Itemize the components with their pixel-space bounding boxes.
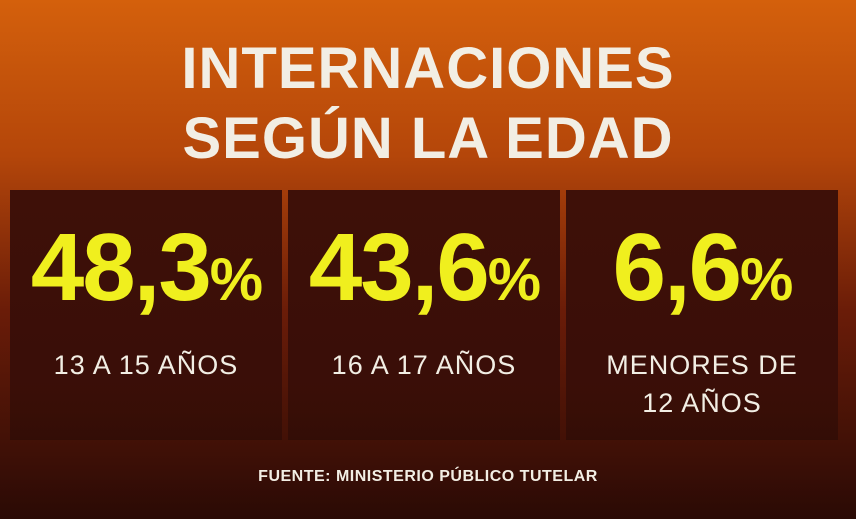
stat-unit: %	[487, 246, 541, 313]
source: FUENTE: MINISTERIO PÚBLICO TUTELAR	[258, 468, 598, 485]
stat-panel: 6,6% MENORES DE 12 AÑOS	[566, 190, 838, 440]
stat-value: 43,6%	[288, 218, 560, 346]
stat-panels: 48,3% 13 A 15 AÑOS 43,6% 16 A 17 AÑOS 6,6% ME…	[10, 190, 838, 440]
stat-panel: 43,6% 16 A 17 AÑOS	[288, 190, 560, 440]
stat-label: 16 A 17 AÑOS	[331, 350, 517, 380]
stat-number: 48,3	[30, 214, 212, 321]
stat-value: 48,3%	[10, 218, 282, 346]
stat-unit: %	[740, 246, 793, 313]
title-line: INTERNACIONES	[181, 36, 675, 101]
title: INTERNACIONES SEGÚN LA EDAD	[0, 34, 856, 174]
stat-number: 43,6	[308, 214, 490, 321]
stat-number: 6,6	[612, 214, 742, 321]
stat-unit: %	[209, 246, 263, 313]
stat-label: 13 A 15 AÑOS	[53, 350, 239, 380]
stat-value: 6,6%	[566, 218, 838, 346]
stat-label: 12 AÑOS	[642, 388, 762, 418]
stat-panel: 48,3% 13 A 15 AÑOS	[10, 190, 282, 440]
title-line: SEGÚN LA EDAD	[182, 106, 674, 171]
stat-label: MENORES DE	[606, 350, 798, 380]
